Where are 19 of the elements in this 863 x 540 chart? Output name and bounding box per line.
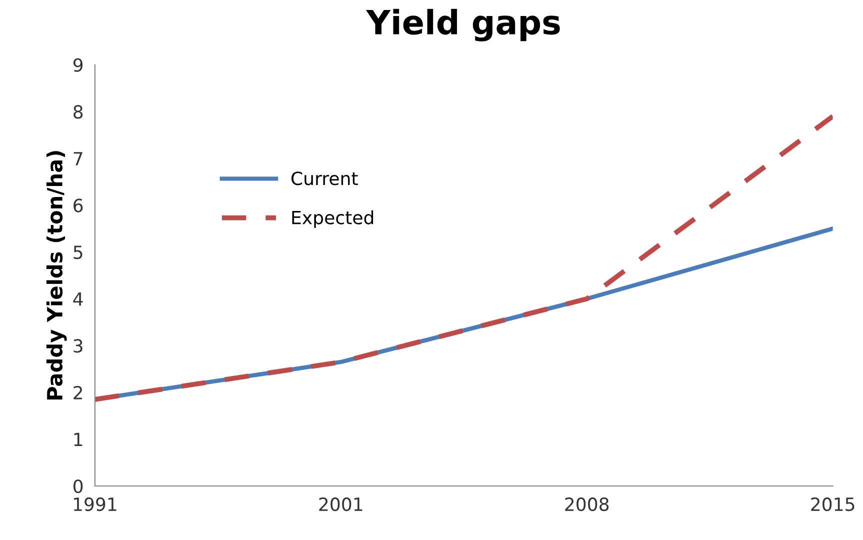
y-tick-label: 0 bbox=[74, 479, 83, 494]
chart-title: Yield gaps bbox=[366, 8, 560, 42]
y-tick-label: 7 bbox=[74, 152, 82, 166]
y-tick-label: 5 bbox=[74, 246, 82, 260]
y-tick-label: 4 bbox=[73, 292, 83, 306]
x-tick-label: 2001 bbox=[319, 497, 362, 512]
x-tick-label: 2008 bbox=[565, 497, 609, 512]
legend-label: Current bbox=[291, 172, 358, 186]
x-tick-label: 1991 bbox=[74, 497, 116, 512]
y-tick-label: 9 bbox=[73, 58, 83, 72]
y-tick-label: 2 bbox=[74, 386, 82, 400]
y-tick-label: 1 bbox=[74, 432, 82, 446]
y-axis-title: Paddy Yields (ton/ha) bbox=[46, 151, 67, 400]
legend-label: Expected bbox=[292, 210, 374, 228]
y-tick-label: 8 bbox=[74, 105, 83, 119]
line-series bbox=[94, 114, 833, 402]
y-tick-label: 6 bbox=[74, 198, 83, 212]
x-tick-label: 2015 bbox=[811, 497, 854, 512]
y-tick-label: 3 bbox=[74, 339, 82, 353]
